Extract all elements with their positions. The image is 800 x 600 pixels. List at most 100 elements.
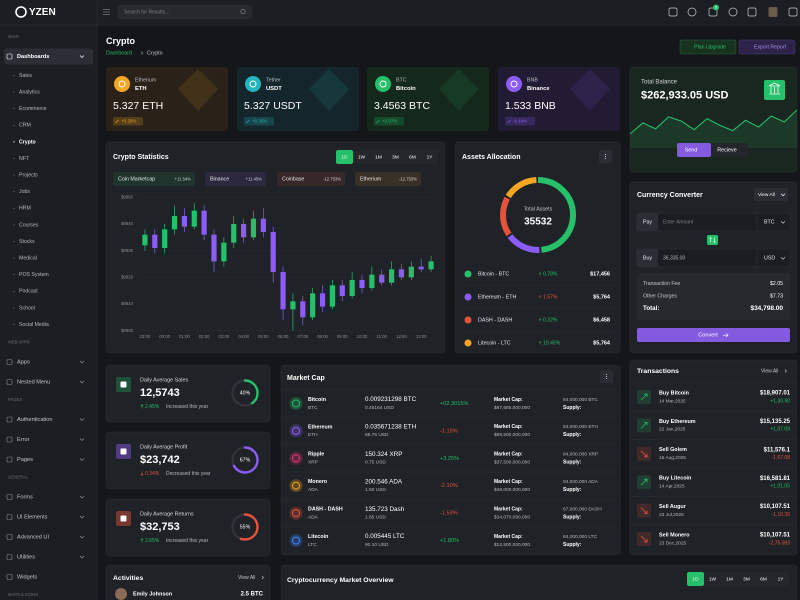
menu-item[interactable]: Pages	[17, 457, 33, 463]
x-tick-label: 12:00	[396, 334, 407, 339]
breadcrumb-link[interactable]: Dashboard	[106, 50, 132, 56]
submenu-item[interactable]: Courses	[19, 222, 39, 228]
range-tab[interactable]	[687, 572, 704, 586]
candle-body	[379, 274, 385, 283]
search-placeholder: Search for Results...	[124, 10, 169, 16]
cap-label: Market Cap:	[494, 506, 523, 512]
market-change: +11.45%	[246, 176, 263, 181]
swap-button[interactable]	[707, 235, 718, 245]
header-icon[interactable]	[747, 7, 757, 17]
buy-input[interactable]: 36,335.00	[663, 256, 685, 262]
submenu-item[interactable]: POS System	[19, 272, 49, 278]
coin-name: Tether	[266, 77, 281, 83]
header-icon[interactable]	[668, 7, 678, 17]
transaction-arrow	[640, 393, 648, 401]
pay-input[interactable]: Enter Amount	[663, 220, 694, 226]
stat-card	[105, 431, 271, 490]
header-icon[interactable]	[708, 7, 718, 17]
submenu-item[interactable]: Jobs	[19, 189, 30, 195]
market-chip[interactable]	[205, 172, 266, 186]
submenu-item[interactable]: Stocks	[19, 239, 35, 245]
range-tab[interactable]	[353, 150, 370, 164]
transaction-change: +1,07.09	[770, 427, 790, 433]
crypto-usd: 58.75 USD	[365, 432, 389, 438]
submenu-item[interactable]: Podcast	[19, 289, 38, 295]
section-title: GENERAL	[8, 475, 29, 480]
view-all-button[interactable]	[754, 188, 788, 201]
range-tab[interactable]	[721, 572, 738, 586]
submenu-item[interactable]: HRM	[19, 206, 31, 212]
submenu-item[interactable]: Ecommerce	[19, 106, 47, 112]
convert-button[interactable]	[637, 328, 790, 342]
menu-item[interactable]: UI Elements	[17, 514, 48, 520]
view-all-link[interactable]: View All	[761, 368, 778, 374]
submenu-item[interactable]: NFT	[19, 156, 30, 162]
transaction-name: Sell Golem	[659, 447, 687, 453]
avatar[interactable]	[768, 7, 778, 17]
change-pill	[113, 117, 143, 126]
menu-item[interactable]: Forms	[17, 494, 33, 500]
market-chip[interactable]	[113, 172, 195, 186]
submenu-item[interactable]: CRM	[19, 123, 31, 129]
candle-body	[398, 269, 405, 278]
candle-body	[260, 218, 266, 232]
link-chevron	[784, 369, 787, 373]
menu-item[interactable]: Nested Menu	[17, 379, 50, 385]
submenu-item[interactable]: Social Media	[19, 322, 49, 328]
submenu-item[interactable]: Projects	[19, 172, 38, 178]
menu-item[interactable]: Widgets	[17, 574, 37, 580]
currency-select[interactable]: USD	[764, 256, 775, 262]
menu-item[interactable]: Dashboards	[17, 54, 49, 60]
transaction-arrow	[640, 450, 648, 458]
receive-button[interactable]	[711, 143, 748, 157]
stat-note: Decreased this year	[166, 471, 211, 477]
range-tab[interactable]	[404, 150, 421, 164]
range-tab[interactable]	[387, 150, 404, 164]
asset-name: Litecoin - LTC	[478, 340, 511, 346]
activity-amount: 2.5 BTC	[241, 592, 264, 598]
submenu-item[interactable]: Analytics	[19, 89, 40, 95]
header-icon[interactable]	[788, 7, 798, 17]
menu-item[interactable]: Utilities	[17, 554, 35, 560]
range-tab-label: 3M	[743, 576, 750, 582]
stat-title: Daily Average Returns	[140, 511, 194, 517]
range-tab[interactable]	[336, 150, 353, 164]
page-title: Crypto	[106, 36, 136, 46]
plan-upgrade-button[interactable]	[679, 39, 737, 55]
currency-select[interactable]: BTC	[764, 220, 775, 226]
menu-item[interactable]: Error	[17, 437, 30, 443]
supply-value: 84,000,000 ADA	[563, 479, 599, 485]
view-all-link[interactable]: View All	[238, 575, 255, 581]
header-icon[interactable]	[728, 7, 738, 17]
submenu-item[interactable]: Crypto	[19, 139, 36, 145]
submenu-item[interactable]: Medical	[19, 255, 37, 261]
export-button[interactable]	[738, 39, 796, 55]
coin-card	[498, 67, 620, 131]
range-tab[interactable]	[704, 572, 721, 586]
market-chip[interactable]	[355, 172, 421, 186]
menu-item[interactable]: Authentication	[17, 417, 52, 423]
donut-label: Total Assets	[524, 206, 553, 212]
coin-card	[106, 67, 228, 131]
range-tab[interactable]	[738, 572, 755, 586]
menu-item[interactable]: Apps	[17, 359, 30, 365]
chevron	[79, 515, 85, 519]
search-box[interactable]	[117, 4, 253, 20]
header-icon[interactable]	[687, 7, 697, 17]
submenu-item[interactable]: Sales	[19, 73, 32, 79]
range-tab[interactable]	[421, 150, 438, 164]
asset-icon	[464, 293, 472, 301]
crypto-change: +02.3015%	[440, 401, 468, 407]
menu-item[interactable]: Advanced UI	[17, 534, 49, 540]
y-tick-label: $9850	[121, 194, 134, 199]
crypto-icon-glyph	[292, 481, 300, 490]
candle-body	[290, 301, 296, 310]
send-button[interactable]	[677, 143, 711, 157]
range-tab[interactable]	[755, 572, 772, 586]
range-tab[interactable]	[370, 150, 387, 164]
market-chip[interactable]	[277, 172, 345, 186]
range-tab[interactable]	[772, 572, 789, 586]
asset-icon	[464, 339, 472, 347]
submenu-item[interactable]: School	[19, 305, 35, 311]
